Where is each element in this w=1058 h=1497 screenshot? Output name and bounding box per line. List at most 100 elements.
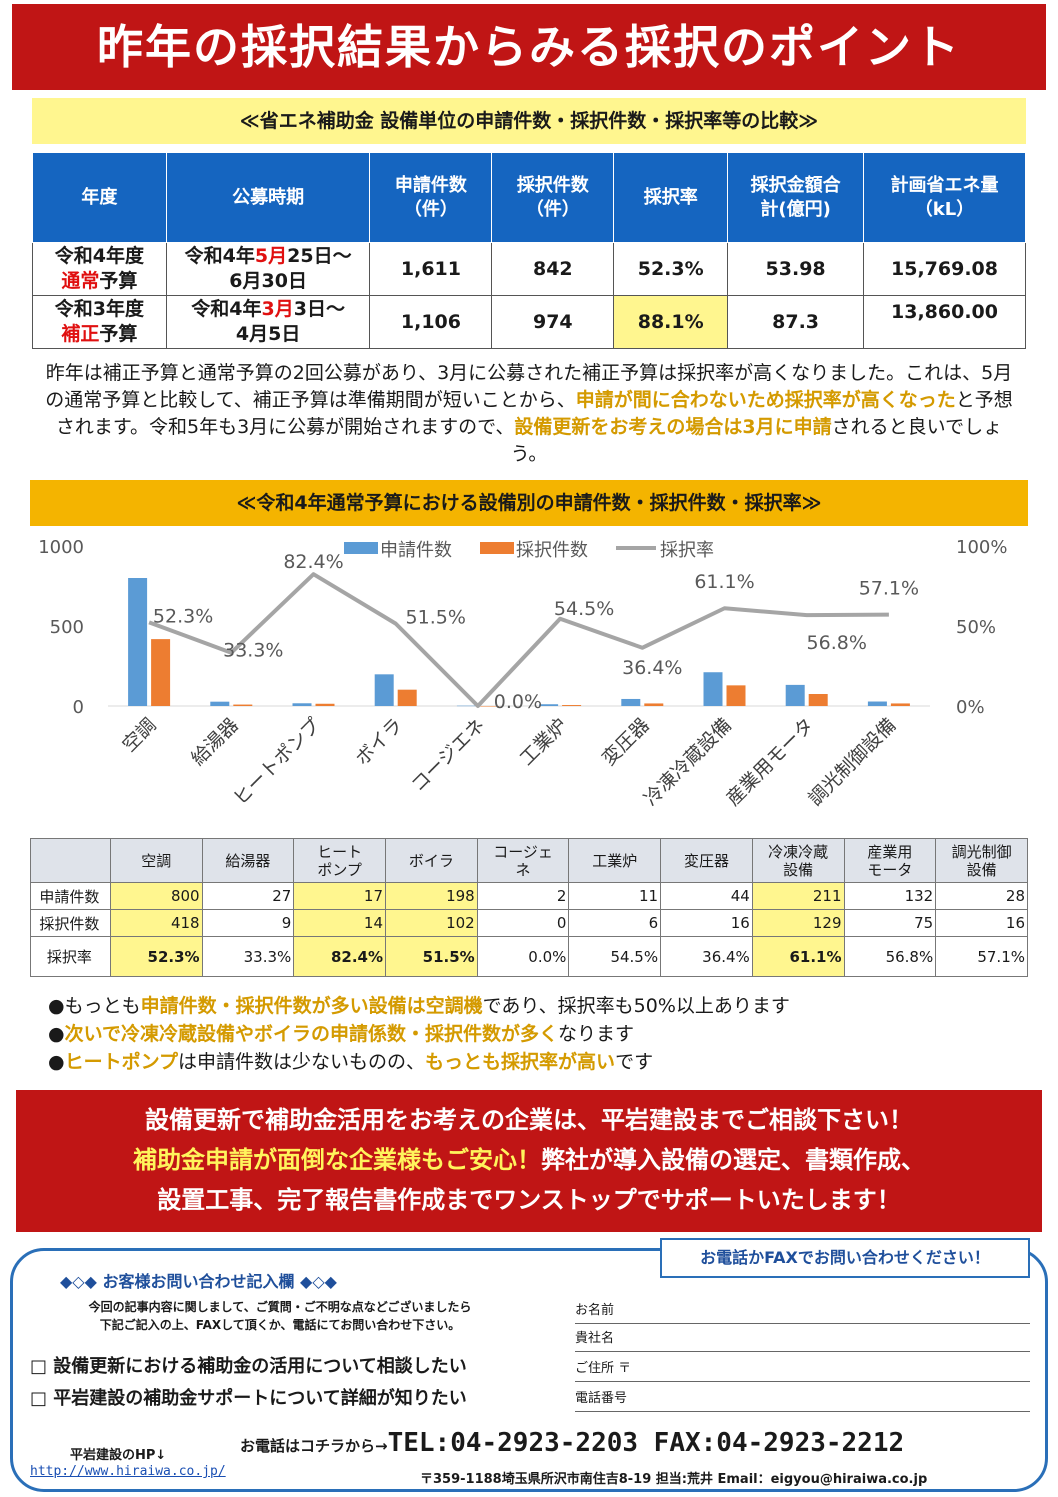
table-cell: 6	[568, 909, 662, 937]
bar-applications	[292, 703, 312, 706]
category-label: 工業炉	[516, 714, 572, 770]
table-cell: 17	[293, 882, 386, 910]
period-cell: 令和4年3月3日～ 4月5日	[165, 295, 371, 349]
rate-data-label: 0.0%	[494, 691, 542, 713]
left-tick-label: 1000	[38, 537, 84, 558]
category-label: 空調	[118, 714, 160, 756]
data-table-header: 空調	[109, 838, 203, 883]
page-title: 昨年の採択結果からみる採択のポイント	[12, 4, 1046, 90]
table-cell: 28	[935, 882, 1028, 910]
data-table-header: 冷凍冷蔵 設備	[751, 838, 845, 883]
category-label: 変圧器	[598, 714, 654, 770]
bar-applications	[539, 704, 559, 706]
bar-applications	[785, 684, 805, 706]
bar-adopted	[397, 689, 417, 706]
contact-callout: お電話かFAXでお問い合わせください！	[660, 1238, 1030, 1278]
tel-line: お電話はコチラから→TEL:04-2923-2203 FAX:04-2923-2…	[240, 1428, 905, 1458]
table-row: 採択率 52.3% 33.3% 82.4% 51.5% 0.0% 54.5% 36.4% 61.…	[30, 936, 1028, 977]
bar-applications	[621, 698, 641, 706]
promo-line2: 補助金申請が面倒な企業様もご安心！弊社が導入設備の選定、書類作成、	[133, 1146, 925, 1174]
table-cell: 61.1%	[751, 936, 845, 977]
bar-applications	[128, 578, 148, 706]
table-cell: 56.8%	[843, 936, 937, 977]
comparison-header-row: 年度 公募時期 申請件数 （件） 採択件数 （件） 採択率 採択金額合 計(億円…	[32, 152, 1026, 243]
table-cell: 44	[660, 882, 753, 910]
rate-data-label: 52.3%	[153, 605, 213, 627]
left-tick-label: 0	[73, 697, 84, 718]
table-cell: 36.4%	[660, 936, 753, 977]
amount-cell: 53.98	[727, 242, 865, 296]
bar-applications	[374, 674, 394, 706]
checkbox-consult[interactable]: □ 設備更新における補助金の活用について相談したい	[30, 1356, 467, 1377]
bar-adopted	[644, 703, 664, 706]
rate-data-label: 51.5%	[406, 607, 466, 629]
promo-banner: 設備更新で補助金活用をお考えの企業は、平岩建設までご相談下さい！ 補助金申請が面…	[16, 1090, 1042, 1232]
year-cell: 令和4年度 通常予算	[32, 242, 167, 296]
category-label: 冷凍冷蔵設備	[640, 714, 736, 810]
legend-label: 採択件数	[516, 540, 588, 561]
amount-cell: 87.3	[727, 295, 865, 349]
address-field[interactable]: ご住所 〒	[575, 1356, 1030, 1382]
comparison-table: 年度 公募時期 申請件数 （件） 採択件数 （件） 採択率 採択金額合 計(億円…	[32, 152, 1026, 349]
table-cell: 198	[385, 882, 478, 910]
adopted-cell: 842	[491, 242, 615, 296]
table-cell: 800	[109, 882, 203, 910]
data-table-header-row: 空調 給湯器 ヒート ポンプ ボイラ コージェ ネ工業炉 変圧器 冷凍冷蔵 設備 産業用 モー…	[30, 838, 1028, 883]
table-cell: 0.0%	[476, 936, 570, 977]
right-tick-label: 50%	[956, 617, 996, 638]
hp-label: 平岩建設のHP↓	[70, 1448, 167, 1463]
table-cell: 11	[568, 882, 662, 910]
explanation-paragraph: 昨年は補正予算と通常予算の2回公募があり、3月に公募された補正予算は採択率が高く…	[45, 362, 1013, 465]
table-cell: 16	[935, 909, 1028, 937]
header-energy: 計画省エネ量 （kL）	[863, 152, 1026, 243]
equipment-chart: 0 500 1000 0% 50% 100% 空調 給湯器ヒートポンプ ボイラ コージエネ 工業炉変…	[38, 537, 1007, 810]
table-row: 令和3年度 補正予算 令和4年3月3日～ 4月5日 1,106 974 88.1% …	[32, 295, 1026, 349]
bar-adopted	[562, 705, 582, 706]
rate-data-label: 61.1%	[694, 571, 754, 593]
year-cell: 令和3年度 補正予算	[32, 295, 167, 349]
category-label: コージエネ	[407, 714, 489, 796]
table-cell: 0	[476, 909, 570, 937]
rate-data-label: 56.8%	[807, 632, 867, 654]
bar-adopted	[890, 703, 910, 706]
data-table-header: 工業炉	[568, 838, 662, 883]
form-intro: 今回の記事内容に関しまして、ご質問・ご不明な点などございましたら 下記ご記入の上…	[88, 1300, 472, 1332]
name-field[interactable]: お名前	[575, 1298, 1030, 1324]
bar-adopted	[315, 703, 335, 706]
summary-bullets: ●もっとも申請件数・採択件数が多い設備は空調機であり、採択率も50%以上あります…	[48, 992, 1028, 1076]
table-cell: 57.1%	[935, 936, 1028, 977]
table-cell: 14	[293, 909, 386, 937]
row-label: 申請件数	[30, 882, 111, 910]
category-label: 給湯器	[187, 714, 243, 770]
section1-heading: ≪省エネ補助金 設備単位の申請件数・採択件数・採択率等の比較≫	[32, 98, 1026, 144]
table-cell: 82.4%	[293, 936, 386, 977]
row-label: 採択率	[30, 936, 111, 977]
table-cell: 33.3%	[201, 936, 295, 977]
bullet-item: ●次いで冷凍冷蔵設備やボイラの申請係数・採択件数が多くなります	[48, 1023, 635, 1045]
bar-adopted	[479, 706, 499, 707]
header-rate: 採択率	[613, 152, 729, 243]
data-table-header: ボイラ	[385, 838, 478, 883]
table-cell: 75	[843, 909, 937, 937]
rate-data-label: 54.5%	[554, 598, 614, 620]
bar-applications	[703, 672, 723, 706]
table-cell: 52.3%	[109, 936, 203, 977]
table-cell: 54.5%	[568, 936, 662, 977]
header-period: 公募時期	[165, 152, 371, 243]
header-year: 年度	[32, 152, 167, 243]
legend-label: 採択率	[660, 540, 714, 561]
bar-adopted	[233, 704, 253, 706]
rate-line	[148, 572, 889, 708]
table-cell: 132	[843, 882, 937, 910]
homepage-link[interactable]: http://www.hiraiwa.co.jp/	[30, 1464, 226, 1479]
company-field[interactable]: 貴社名	[575, 1326, 1030, 1352]
energy-cell: 13,860.00	[863, 295, 1026, 349]
phone-field[interactable]: 電話番号	[575, 1386, 1030, 1412]
checkbox-details[interactable]: □ 平岩建設の補助金サポートについて詳細が知りたい	[30, 1388, 467, 1409]
period-cell: 令和4年5月25日～ 6月30日	[165, 242, 371, 296]
equipment-data-table: 空調 給湯器 ヒート ポンプ ボイラ コージェ ネ工業炉 変圧器 冷凍冷蔵 設備 産業用 モー…	[30, 838, 1028, 977]
row-label: 採択件数	[30, 909, 111, 937]
table-cell: 9	[201, 909, 295, 937]
tel-fax-numbers: TEL:04-2923-2203 FAX:04-2923-2212	[387, 1428, 905, 1458]
table-row: 申請件数 800 27 17 198 2 11 44 211 132 28	[30, 882, 1028, 910]
